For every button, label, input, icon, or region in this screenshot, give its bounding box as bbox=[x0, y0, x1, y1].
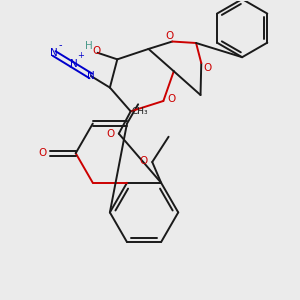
Text: O: O bbox=[140, 155, 148, 166]
Text: O: O bbox=[39, 148, 47, 158]
Text: O: O bbox=[106, 129, 115, 139]
Text: N: N bbox=[50, 49, 58, 58]
Text: O: O bbox=[203, 62, 211, 73]
Text: N: N bbox=[87, 71, 95, 81]
Text: +: + bbox=[77, 52, 84, 61]
Text: H: H bbox=[85, 41, 93, 51]
Text: O: O bbox=[92, 46, 100, 56]
Text: -: - bbox=[58, 40, 62, 50]
Text: O: O bbox=[168, 94, 176, 104]
Text: N: N bbox=[70, 59, 78, 69]
Text: O: O bbox=[165, 31, 173, 40]
Text: CH₃: CH₃ bbox=[131, 107, 148, 116]
